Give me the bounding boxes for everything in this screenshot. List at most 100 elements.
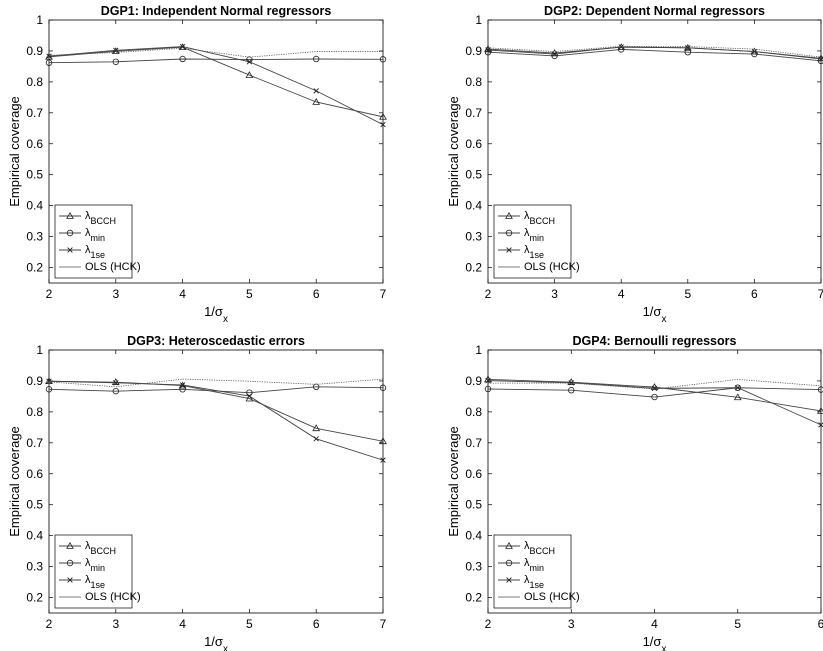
y-tick-label: 0.7 xyxy=(465,436,482,450)
y-tick-label: 0.3 xyxy=(26,560,43,574)
y-tick-label: 0.8 xyxy=(465,405,482,419)
x-tick-label: 5 xyxy=(246,617,253,631)
y-tick-label: 0.6 xyxy=(465,137,482,151)
y-tick-label: 0.9 xyxy=(26,374,43,388)
series-line-2 xyxy=(48,386,384,394)
legend-marker xyxy=(67,247,73,253)
series-line-1 xyxy=(48,46,384,118)
plot-area-frame xyxy=(48,349,384,614)
series-line-4 xyxy=(48,47,383,58)
legend-marker xyxy=(66,211,74,219)
legend-label: λ1se xyxy=(524,244,544,260)
plot-area-frame xyxy=(487,19,822,284)
y-tick-label: 0.5 xyxy=(26,498,43,512)
y-tick-label: 0.5 xyxy=(26,168,43,182)
data-point xyxy=(379,384,387,391)
data-point xyxy=(46,378,52,384)
legend-marker xyxy=(505,229,513,237)
x-tick-label: 2 xyxy=(46,617,53,631)
data-point xyxy=(733,393,742,401)
data-point xyxy=(113,380,119,386)
data-point xyxy=(651,385,658,392)
data-point xyxy=(313,88,319,94)
x-tick-label: 3 xyxy=(551,287,558,301)
legend-marker xyxy=(506,577,512,583)
data-point xyxy=(179,55,186,63)
y-tick-label: 0.8 xyxy=(465,75,482,89)
data-point xyxy=(312,424,321,432)
chart-panel-2: 0.2 0.3 0.4 0.5 0.6 0.7 0.8 0.9 1 2 3 4 5 6 7 DGP2: Dep… xyxy=(446,4,823,325)
x-tick-label: 6 xyxy=(313,287,320,301)
plot-area-frame xyxy=(48,19,384,284)
legend-label: λBCCH xyxy=(85,210,116,226)
y-tick-label: 0.5 xyxy=(465,498,482,512)
series-line-1 xyxy=(487,378,822,412)
y-tick-label: 0.3 xyxy=(465,230,482,244)
chart-title: DGP1: Independent Normal regressors xyxy=(101,4,332,18)
data-point xyxy=(380,457,386,463)
y-tick-label: 1 xyxy=(475,343,482,357)
data-point xyxy=(112,387,119,395)
series-line-1 xyxy=(48,380,384,442)
data-point xyxy=(45,386,53,393)
legend-marker xyxy=(66,559,74,567)
y-tick-label: 0.4 xyxy=(465,529,482,543)
data-point xyxy=(313,436,319,442)
y-tick-label: 1 xyxy=(36,13,43,27)
legend-marker xyxy=(506,247,512,253)
data-point xyxy=(179,382,186,388)
data-point xyxy=(551,51,558,57)
legend-marker xyxy=(67,577,73,583)
legend-label: λBCCH xyxy=(85,540,116,556)
legend-label: OLS (HCK) xyxy=(524,591,580,603)
y-axis-label: Empirical coverage xyxy=(446,426,461,537)
data-point xyxy=(45,59,53,66)
y-tick-label: 0.6 xyxy=(465,467,482,481)
chart-title: DGP2: Dependent Normal regressors xyxy=(544,4,765,18)
y-tick-label: 1 xyxy=(36,343,43,357)
y-tick-label: 1 xyxy=(475,13,482,27)
legend-label: λ1se xyxy=(85,574,105,590)
y-tick-label: 0.6 xyxy=(26,137,43,151)
x-axis-label: 1/σx xyxy=(643,634,667,651)
y-tick-label: 0.3 xyxy=(26,230,43,244)
x-tick-label: 2 xyxy=(485,617,492,631)
y-tick-label: 0.8 xyxy=(26,75,43,89)
y-axis-label: Empirical coverage xyxy=(7,96,22,207)
y-tick-label: 0.9 xyxy=(465,44,482,58)
x-axis-label: 1/σx xyxy=(204,304,228,325)
data-point xyxy=(112,58,119,65)
data-point xyxy=(380,121,386,128)
data-point xyxy=(179,386,186,393)
y-tick-label: 0.3 xyxy=(465,560,482,574)
y-axis-label: Empirical coverage xyxy=(446,96,461,207)
legend-marker xyxy=(505,559,513,567)
legend-label: OLS (HCK) xyxy=(85,261,141,273)
x-tick-label: 7 xyxy=(818,287,823,301)
series-line-4 xyxy=(48,378,384,388)
chart-title: DGP4: Bernoulli regressors xyxy=(573,334,737,348)
data-point xyxy=(46,53,52,59)
x-tick-label: 5 xyxy=(734,617,741,631)
data-point xyxy=(735,385,741,391)
legend-label: OLS (HCK) xyxy=(524,261,580,273)
x-tick-label: 4 xyxy=(179,617,186,631)
series-line-2 xyxy=(48,58,384,64)
data-point xyxy=(245,71,254,78)
x-tick-label: 3 xyxy=(112,617,119,631)
data-point xyxy=(246,59,253,65)
series-line-2 xyxy=(487,387,822,398)
data-point xyxy=(485,47,491,53)
x-tick-label: 3 xyxy=(112,287,119,301)
data-point xyxy=(246,393,253,399)
series-line-2 xyxy=(487,48,822,62)
x-axis-label: 1/σx xyxy=(643,304,667,325)
x-tick-label: 5 xyxy=(684,287,691,301)
legend-label: λmin xyxy=(85,227,105,243)
legend-label: λmin xyxy=(524,557,544,573)
data-point xyxy=(313,55,320,63)
y-tick-label: 0.7 xyxy=(26,106,43,120)
data-point xyxy=(312,97,321,105)
y-tick-label: 0.8 xyxy=(26,405,43,419)
data-point xyxy=(751,48,758,55)
